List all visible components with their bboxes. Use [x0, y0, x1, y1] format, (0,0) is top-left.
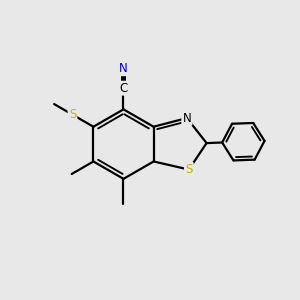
Text: N: N — [119, 62, 128, 75]
Text: C: C — [119, 82, 128, 95]
Text: S: S — [69, 108, 76, 121]
Text: S: S — [185, 163, 193, 176]
Text: N: N — [182, 112, 191, 124]
